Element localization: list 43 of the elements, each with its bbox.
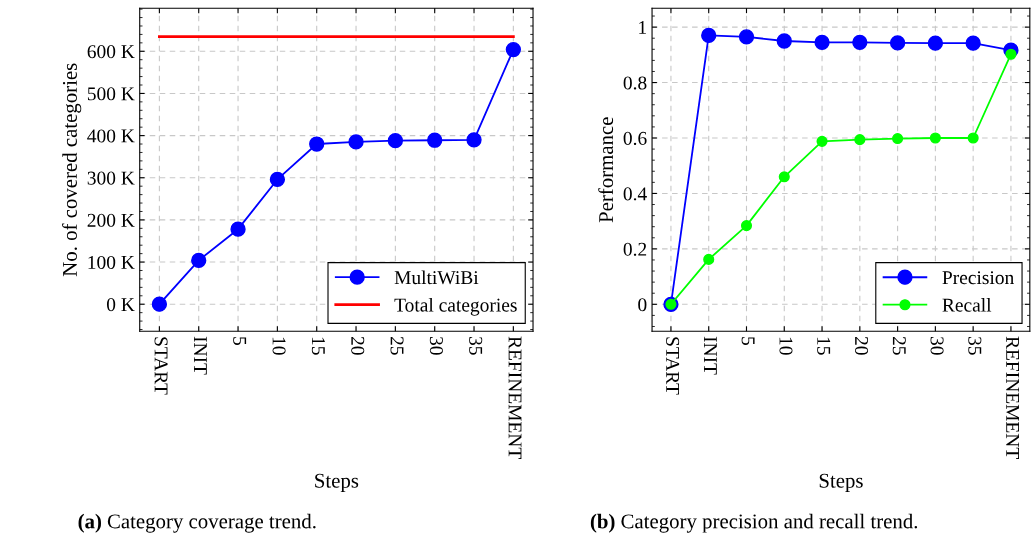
y-tick-label: 0.8 <box>623 76 647 90</box>
x-tick-label: START <box>154 337 168 395</box>
x-tick-label: 15 <box>817 337 831 355</box>
text: (a) Category coverage trend. <box>78 513 316 533</box>
x-tick-label: START <box>666 337 680 395</box>
text: (b) Category precision and recall trend. <box>590 513 918 533</box>
x-axis-title: Steps <box>315 473 359 492</box>
x-tick-label: REFINEMENT <box>508 336 522 459</box>
legend-label: Precision <box>942 271 1014 285</box>
x-tick-label: 35 <box>469 336 483 355</box>
x-tick-label: 10 <box>272 337 286 355</box>
x-axis-title: Steps <box>819 473 863 492</box>
x-tick-label: REFINEMENT <box>1006 336 1019 459</box>
y-tick-label: 400 K <box>87 129 135 143</box>
y-tick-label: 600 K <box>87 45 135 59</box>
y-tick-label: 200 K <box>87 213 135 227</box>
x-tick-label: 30 <box>930 336 944 355</box>
x-tick-label: 20 <box>854 336 869 355</box>
y-tick-label: 0.2 <box>623 242 647 256</box>
y-tick-label: 500 K <box>87 87 135 101</box>
x-tick-label: INIT <box>194 336 207 375</box>
x-tick-label: 30 <box>429 336 443 355</box>
legend-label: Recall <box>942 298 992 312</box>
x-tick-label: 15 <box>311 337 325 355</box>
x-tick-label: 25 <box>892 336 906 355</box>
x-tick-label: INIT <box>704 336 717 375</box>
y-tick-label: 300 K <box>87 171 135 185</box>
y-tick-label: 100 K <box>88 255 135 269</box>
x-tick-label: 10 <box>779 337 793 355</box>
x-tick-label: 35 <box>968 336 982 355</box>
x-tick-label: 20 <box>351 336 365 355</box>
y-tick-label: 0 K <box>106 298 135 312</box>
legend-label: MultiWiBi <box>394 270 479 285</box>
y-tick-label: 0.4 <box>623 187 647 201</box>
y-axis-title: Performance <box>598 117 614 223</box>
x-tick-label: 5 <box>741 337 755 346</box>
legend-label: Total categories <box>394 297 517 316</box>
y-tick-label: 0.6 <box>623 131 647 146</box>
x-tick-label: 25 <box>390 336 404 355</box>
y-axis-title: No. of covered categories <box>62 63 82 277</box>
x-tick-label: 5 <box>233 337 247 346</box>
y-tick-label: 0 <box>638 298 647 312</box>
y-tick-label: 1 <box>639 21 647 34</box>
